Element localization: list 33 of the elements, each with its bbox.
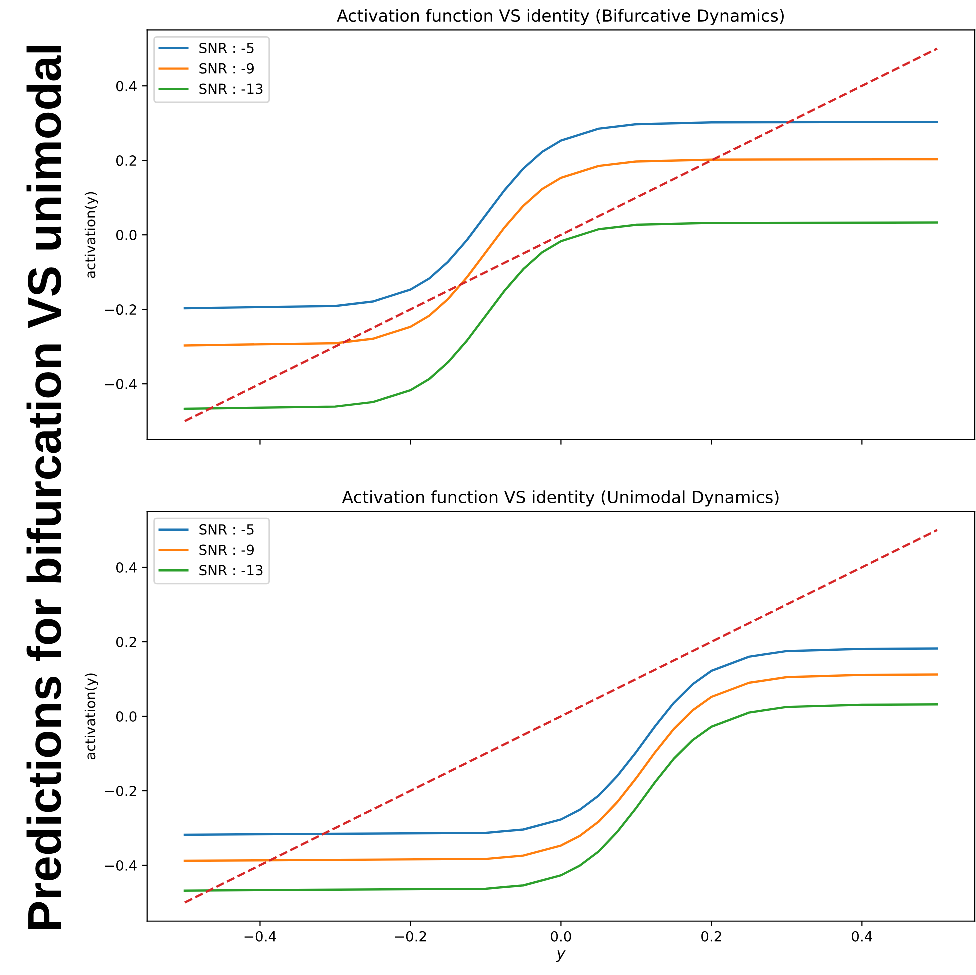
text: Predictions for bifurcation VS unimodal xyxy=(26,46,62,930)
y-tick-label: 0.0 xyxy=(116,711,137,722)
y-tick-label: 0.2 xyxy=(116,636,136,648)
y-tick-label: −0.2 xyxy=(105,304,136,316)
legend-label: SNR : -9 xyxy=(200,544,254,556)
x-tick-label: −0.2 xyxy=(395,931,426,942)
legend-label: SNR : -13 xyxy=(200,565,263,576)
y-axis-title: activation(y) xyxy=(84,192,98,278)
y-tick-label: 0.2 xyxy=(116,156,136,166)
line-series xyxy=(184,674,939,862)
legend-label: SNR : -5 xyxy=(200,42,254,54)
x-axis-title: y xyxy=(556,950,566,962)
y-tick-label: −0.4 xyxy=(105,860,137,871)
x-tick-label: 0.0 xyxy=(551,931,572,942)
x-tick-label: 0.2 xyxy=(702,931,722,942)
line-series xyxy=(184,158,939,347)
line-series xyxy=(184,648,939,836)
y-tick-label: 0.4 xyxy=(116,562,137,573)
legend-label: SNR : -9 xyxy=(200,63,254,74)
x-tick-label: 0.4 xyxy=(852,931,872,942)
y-tick-label: −0.4 xyxy=(105,379,137,390)
chart-title: Activation function VS identity (Bifurcative Dynamics) xyxy=(337,9,784,26)
line-series xyxy=(184,121,939,310)
legend-label: SNR : -5 xyxy=(200,524,254,535)
x-tick-label: −0.4 xyxy=(244,931,276,942)
y-axis-title: activation(y) xyxy=(84,674,98,760)
legend-label: SNR : -13 xyxy=(200,84,263,94)
line-series xyxy=(184,703,939,892)
y-tick-label: −0.2 xyxy=(105,786,136,796)
y-tick-label: 0.0 xyxy=(116,230,137,241)
y-tick-label: 0.4 xyxy=(116,81,137,92)
line-series xyxy=(184,222,939,410)
chart-title: Activation function VS identity (Unimodal Dynamics) xyxy=(342,490,779,507)
